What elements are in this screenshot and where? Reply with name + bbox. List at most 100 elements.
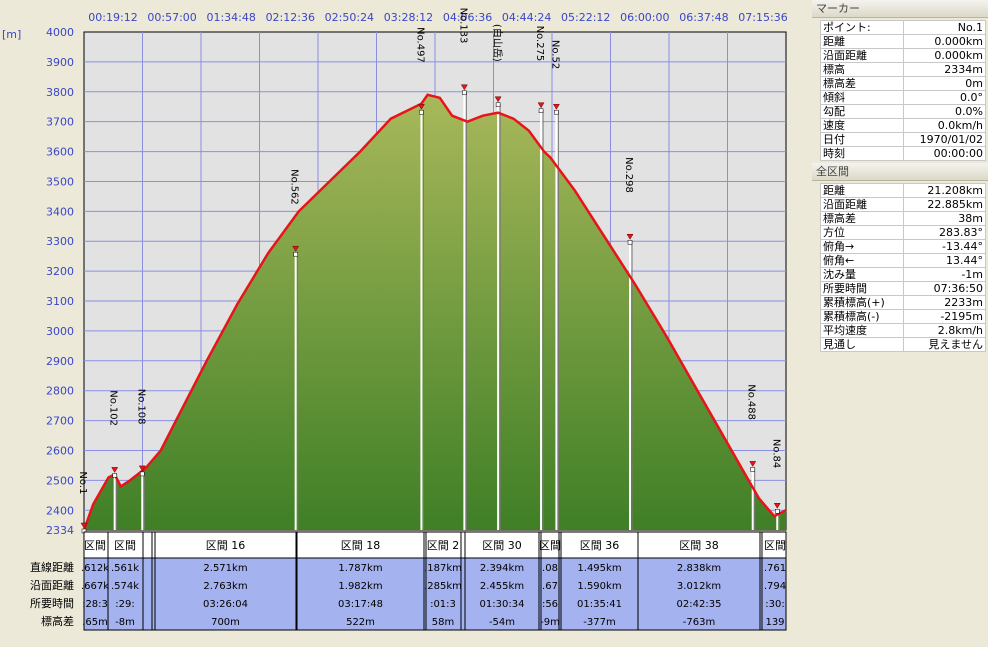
segment-cell-partial: 58m	[432, 617, 454, 628]
total-info-table: 距離 21.208km 沿面距離 22.885km 標高差 38m 方位 283.83° 俯角→…	[820, 183, 986, 352]
total-info-value: 283.83°	[903, 225, 986, 240]
marker-info-key: 標高差	[820, 76, 904, 91]
total-info-row: 俯角→ -13.44°	[820, 239, 986, 254]
segment-cell: -763m	[683, 617, 715, 628]
marker-info-key: 日付	[820, 132, 904, 147]
marker-pin-icon	[552, 103, 560, 110]
y-tick-label: 3300	[46, 235, 74, 248]
y-tick-label: 3000	[46, 325, 74, 338]
marker-info-key: 傾斜	[820, 90, 904, 105]
marker-info-row: ポイント: No.1	[820, 20, 986, 35]
elevation-area	[84, 94, 786, 531]
marker-info-value: 0.000km	[903, 34, 986, 49]
marker-info-row: 標高差 0m	[820, 76, 986, 91]
y-tick-label: 2400	[46, 504, 74, 517]
segment-cell-partial: .761	[764, 563, 786, 574]
total-info-row: 沿面距離 22.885km	[820, 197, 986, 212]
marker-pin-icon	[773, 503, 781, 509]
marker-pin-icon	[749, 461, 757, 467]
total-info-row: 所要時間 07:36:50	[820, 281, 986, 296]
y-tick-label: 3800	[46, 86, 74, 99]
total-info-value: 2233m	[903, 295, 986, 310]
segment-cell: 2.394km	[480, 563, 524, 574]
segment-header: 区間 38	[679, 539, 719, 552]
segment-cell-partial: .667k	[81, 581, 109, 592]
y-tick-label: 3100	[46, 295, 74, 308]
segment-row-label: 所要時間	[30, 597, 74, 610]
marker-label: No.275	[534, 26, 545, 62]
marker-pin-icon	[292, 245, 300, 252]
marker-info-key: ポイント:	[820, 20, 904, 35]
segment-header: 区間 30	[482, 539, 522, 552]
marker-label: No.108	[135, 389, 146, 425]
marker-label: No.1	[77, 471, 88, 494]
marker-info-key: 沿面距離	[820, 48, 904, 63]
y-tick-label: 2500	[46, 474, 74, 487]
time-tick-label: 02:12:36	[266, 11, 315, 24]
marker-point	[462, 90, 467, 96]
elevation-chart[interactable]: [m] 00:19:12 00:57:00 01:34:48 02:12:36 02:5…	[0, 0, 812, 647]
time-tick-label: 05:22:12	[561, 11, 610, 24]
segment-cell-partial: .794	[764, 581, 786, 592]
marker-point	[554, 109, 559, 115]
segment-cell: 1.982km	[338, 581, 382, 592]
marker-info-row: 勾配 0.0%	[820, 104, 986, 119]
y-tick-label: 3500	[46, 175, 74, 188]
segment-cell-partial: .285km	[424, 581, 462, 592]
total-info-key: 見通し	[820, 337, 904, 352]
total-info-key: 沈み量	[820, 267, 904, 282]
marker-info-key: 時刻	[820, 146, 904, 161]
total-info-row: 方位 283.83°	[820, 225, 986, 240]
marker-lines	[113, 91, 780, 530]
segment-cell: -377m	[583, 617, 615, 628]
time-tick-label: 06:37:48	[679, 11, 728, 24]
time-tick-label: 07:15:36	[738, 11, 787, 24]
segment-row-label: 標高差	[41, 614, 74, 628]
marker-pin-icon	[537, 102, 545, 109]
marker-info-value: 0.0km/h	[903, 118, 986, 133]
total-info-value: 13.44°	[903, 253, 986, 268]
y-tick-label: 2334	[46, 524, 74, 537]
y-tick-label: 3200	[46, 265, 74, 278]
marker-pin-icon	[111, 467, 119, 473]
total-info-key: 累積標高(-)	[820, 309, 904, 324]
y-tick-label: 2600	[46, 444, 74, 457]
segment-header-partial: 区間	[114, 539, 136, 552]
marker-label: No.102	[108, 390, 119, 426]
marker-point	[538, 108, 544, 113]
segment-header-partial: 区間	[539, 539, 561, 552]
segment-row-label: 直線距離	[30, 560, 74, 574]
time-tick-label: 04:06:36	[443, 11, 492, 24]
segment-row-label: 沿面距離	[30, 578, 74, 592]
marker-label: No.84	[770, 439, 781, 468]
total-info-key: 方位	[820, 225, 904, 240]
segment-cell: 2.838km	[677, 563, 721, 574]
y-tick-label: 4000	[46, 26, 74, 39]
total-info-value: -1m	[903, 267, 986, 282]
marker-info-row: 時刻 00:00:00	[820, 146, 986, 161]
total-info-row: 標高差 38m	[820, 211, 986, 226]
y-unit-label: [m]	[2, 28, 21, 41]
segment-cell-partial: :01:3	[430, 599, 456, 610]
marker-pin-icon	[494, 96, 502, 103]
y-tick-label: 3400	[46, 205, 74, 218]
marker-point	[750, 467, 755, 472]
total-info-key: 標高差	[820, 211, 904, 226]
marker-info-key: 勾配	[820, 104, 904, 119]
marker-panel-title: マーカー	[812, 0, 988, 18]
segment-header: 区間 36	[580, 539, 620, 552]
marker-point	[495, 102, 501, 107]
marker-info-row: 沿面距離 0.000km	[820, 48, 986, 63]
total-info-row: 平均速度 2.8km/h	[820, 323, 986, 338]
total-info-value: -2195m	[903, 309, 986, 324]
segment-cell-partial: :30:	[765, 599, 784, 610]
marker-point	[293, 251, 298, 257]
segment-header: 区間 16	[206, 539, 246, 552]
total-info-value: 38m	[903, 211, 986, 226]
marker-info-row: 傾斜 0.0°	[820, 90, 986, 105]
y-tick-label: 3900	[46, 56, 74, 69]
segment-cell: 2.571km	[203, 563, 247, 574]
segment-cell: 1.495km	[577, 563, 621, 574]
markers[interactable]: No.1 No.102 No.108 No.562 No.497 No.133 (白山岳) N…	[77, 8, 781, 534]
marker-info-value: 1970/01/02	[903, 132, 986, 147]
